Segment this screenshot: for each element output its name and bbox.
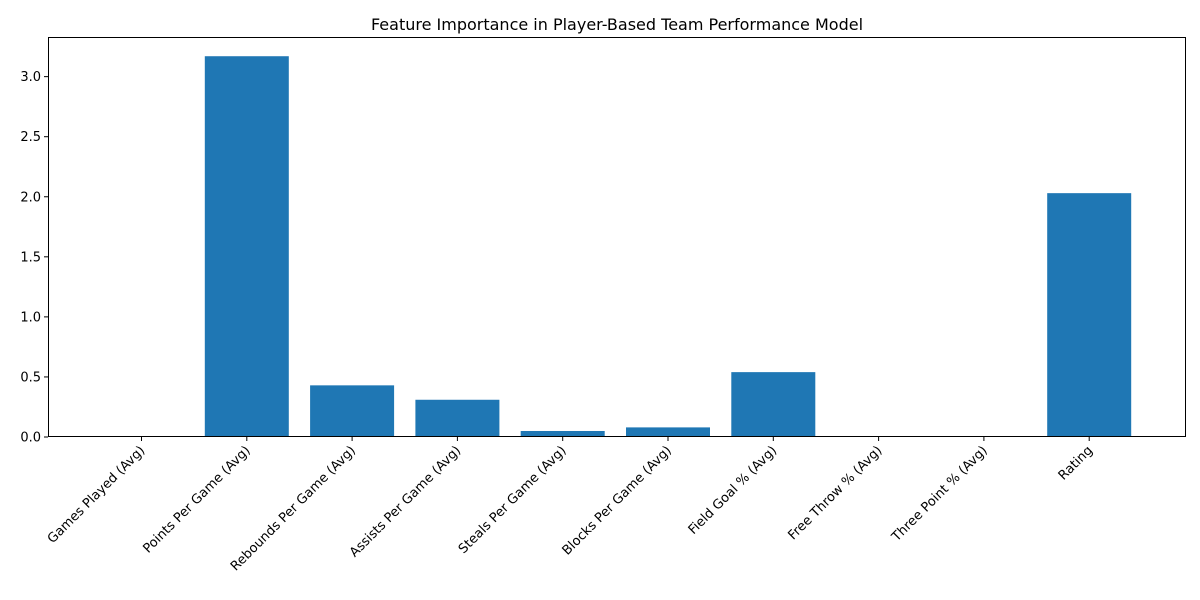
- bar: [520, 430, 605, 437]
- y-tick-label: 2.0: [20, 190, 41, 205]
- x-tick-label: Rebounds Per Game (Avg): [228, 443, 359, 574]
- x-axis: Games Played (Avg)Points Per Game (Avg)R…: [45, 437, 1096, 574]
- y-tick-label: 0.0: [20, 431, 41, 446]
- plot-frame: [48, 37, 1186, 437]
- x-tick-label: Three Point % (Avg): [889, 443, 991, 545]
- y-tick-label: 1.0: [20, 310, 41, 325]
- x-tick-label: Assists Per Game (Avg): [347, 443, 464, 560]
- x-tick-label: Rating: [1056, 443, 1096, 483]
- x-tick-label: Free Throw % (Avg): [785, 443, 885, 543]
- y-tick-label: 2.5: [20, 130, 41, 145]
- bars: [204, 56, 1132, 438]
- bar: [1047, 193, 1132, 437]
- y-axis: 0.0 0.5 1.0 1.5 2.0 2.5 3.0: [20, 70, 48, 446]
- x-tick-label: Games Played (Avg): [45, 443, 148, 546]
- y-tick-label: 1.5: [20, 250, 41, 265]
- x-tick-label: Blocks Per Game (Avg): [560, 443, 675, 558]
- bar: [626, 427, 710, 437]
- y-tick-label: 0.5: [20, 370, 41, 385]
- x-tick-label: Steals Per Game (Avg): [456, 443, 570, 557]
- x-tick-label: Field Goal % (Avg): [686, 443, 780, 537]
- x-tick-label: Points Per Game (Avg): [140, 443, 253, 556]
- chart-title: Feature Importance in Player-Based Team …: [371, 15, 863, 34]
- y-tick-label: 3.0: [20, 70, 41, 85]
- bar: [415, 399, 500, 437]
- bar: [204, 56, 289, 438]
- bar: [731, 372, 816, 437]
- bar: [310, 385, 395, 437]
